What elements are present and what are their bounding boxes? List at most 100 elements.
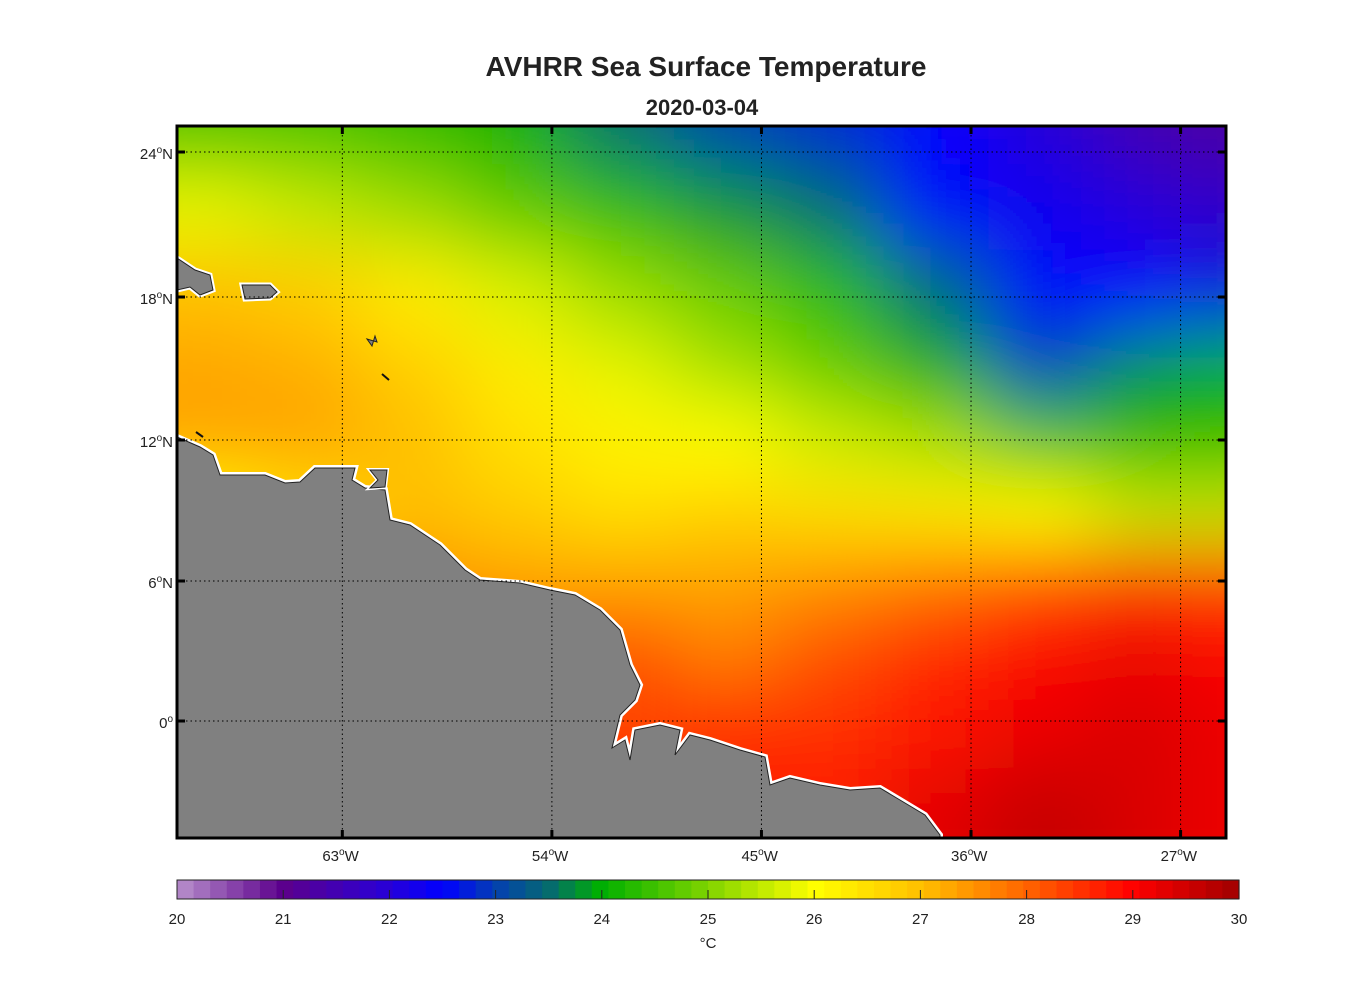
sst-cell (1180, 475, 1226, 547)
x-tick-label: 54oW (532, 847, 569, 865)
curacao (195, 431, 204, 438)
colorbar-tick-label: 27 (912, 911, 929, 928)
colorbar-swatch (359, 880, 377, 899)
sst-cell (674, 248, 780, 334)
hispaniola (177, 257, 214, 296)
colorbar-swatch (608, 880, 626, 899)
x-tick-label: 27oW (1161, 847, 1198, 865)
sst-cell (988, 248, 1095, 334)
colorbar-swatch (326, 880, 344, 899)
map-frame (175, 124, 1228, 840)
colorbar-swatch (973, 880, 991, 899)
colorbar-swatch (1156, 880, 1174, 899)
colorbar-swatch (492, 880, 510, 899)
sst-cell (988, 164, 1095, 250)
sst-cell (359, 248, 466, 334)
sst-cell (1180, 126, 1226, 166)
sst-cell (569, 126, 676, 166)
sst-cell (883, 475, 990, 547)
sst-cell (778, 475, 885, 547)
sst-cell (778, 126, 885, 166)
chart-subtitle: 2020-03-04 (646, 95, 759, 120)
colorbar-tick-label: 23 (487, 911, 504, 928)
x-tick-label: 36oW (951, 847, 988, 865)
colorbar-swatch (525, 880, 543, 899)
sst-cell (464, 164, 571, 250)
sst-cell (778, 616, 885, 687)
sst-cell (359, 164, 466, 250)
colorbar-swatch (691, 880, 709, 899)
sst-cell (464, 475, 571, 547)
colorbar-swatch (940, 880, 958, 899)
colorbar-swatch (1122, 880, 1141, 899)
sst-cell (778, 164, 885, 250)
colorbar-swatch (741, 880, 759, 899)
x-tick-label: 45oW (741, 847, 778, 865)
sst-cell (359, 332, 466, 406)
colorbar-swatch (1222, 880, 1240, 899)
sst-cell (883, 545, 990, 617)
sst-cell (1093, 126, 1182, 166)
colorbar-swatch (226, 880, 244, 899)
sst-cell (1180, 616, 1226, 687)
colorbar-swatch (575, 880, 593, 899)
sst-cell (255, 164, 361, 250)
y-tick-label: 12oN (140, 433, 173, 451)
sst-cell (883, 686, 990, 769)
sst-cell (883, 332, 990, 406)
colorbar-swatch (442, 880, 460, 899)
colorbar-tick-label: 22 (381, 911, 398, 928)
colorbar-swatch (1189, 880, 1207, 899)
colorbar-tick-label: 24 (593, 911, 610, 928)
colorbar-swatch (757, 880, 775, 899)
sst-cell (778, 248, 885, 334)
sst-cell (464, 332, 571, 406)
sst-cell (255, 332, 361, 406)
colorbar-swatch (674, 880, 693, 899)
chart-title: AVHRR Sea Surface Temperature (486, 51, 927, 82)
sst-cell (988, 616, 1095, 687)
colorbar-swatch (1073, 880, 1091, 899)
y-tick-label: 18oN (140, 290, 173, 308)
map-area (177, 126, 1226, 838)
trinidad (368, 469, 388, 489)
colorbar-swatch (243, 880, 261, 899)
sst-cell (1093, 404, 1182, 477)
colorbar-tick-label: 25 (700, 911, 717, 928)
land (177, 254, 943, 838)
colorbar-swatch (177, 880, 195, 899)
colorbar-swatch (1056, 880, 1074, 899)
colorbar-swatch (840, 880, 858, 899)
colorbar-swatch (956, 880, 975, 899)
colorbar-swatch (542, 880, 560, 899)
sst-cell (1180, 164, 1226, 250)
colorbar-swatch (873, 880, 892, 899)
colorbar-tick-label: 29 (1124, 911, 1141, 928)
colorbar-swatch (276, 880, 294, 899)
sst-cell (674, 616, 780, 687)
sst-cell (569, 332, 676, 406)
colorbar-swatch (475, 880, 493, 899)
colorbar-label: °C (700, 935, 717, 952)
colorbar-swatch (990, 880, 1008, 899)
x-tick-label: 63oW (322, 847, 359, 865)
sst-cell (1180, 686, 1226, 769)
sst-cell (883, 164, 990, 250)
sst-cell (883, 616, 990, 687)
colorbar-swatch (641, 880, 659, 899)
sst-cell (1180, 248, 1226, 334)
sst-cell (778, 686, 885, 769)
sst-cell (988, 126, 1095, 166)
colorbar-swatch (790, 880, 809, 899)
colorbar-swatch (259, 880, 278, 899)
colorbar-swatch (309, 880, 327, 899)
sst-cell (674, 164, 780, 250)
graticule (177, 126, 1226, 838)
colorbar-swatch (1106, 880, 1124, 899)
colorbar-swatch (857, 880, 875, 899)
colorbar-swatch (293, 880, 311, 899)
sst-cell (1093, 767, 1182, 838)
sst-cell (464, 404, 571, 477)
sst-cell (883, 404, 990, 477)
colorbar-swatch (1205, 880, 1224, 899)
